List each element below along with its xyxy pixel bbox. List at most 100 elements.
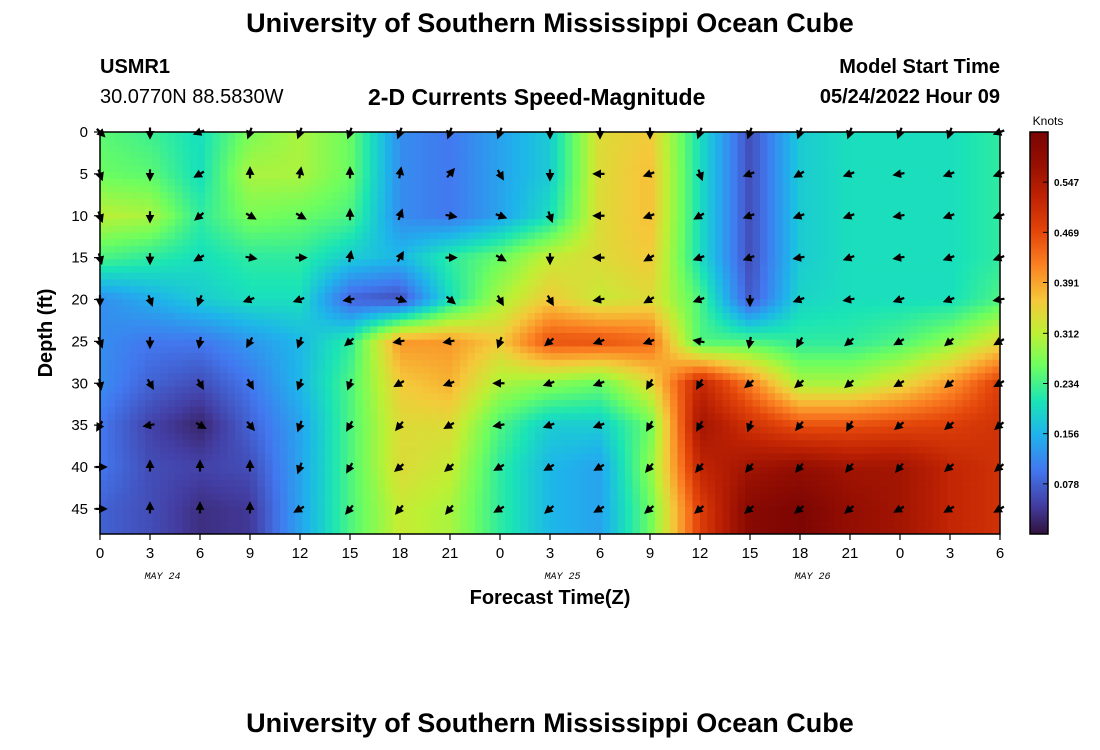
heatmap-cell <box>917 319 926 327</box>
heatmap-cell <box>805 138 814 146</box>
heatmap-cell <box>535 312 544 321</box>
heatmap-cell <box>407 353 416 361</box>
heatmap-cell <box>235 286 244 294</box>
heatmap-cell <box>955 205 964 213</box>
heatmap-cell <box>895 386 904 394</box>
heatmap-cell <box>167 312 176 321</box>
heatmap-cell <box>362 272 371 280</box>
heatmap-cell <box>317 225 326 234</box>
heatmap-cell <box>812 172 821 180</box>
heatmap-cell <box>205 306 214 314</box>
heatmap-cell <box>362 212 371 220</box>
heatmap-cell <box>557 212 566 220</box>
heatmap-cell <box>340 373 349 381</box>
heatmap-cell <box>512 400 521 408</box>
heatmap-cell <box>370 406 379 414</box>
heatmap-cell <box>662 172 671 180</box>
heatmap-cell <box>632 326 641 334</box>
heatmap-cell <box>115 225 124 234</box>
heatmap-cell <box>640 292 649 301</box>
heatmap-cell <box>587 219 596 227</box>
heatmap-cell <box>220 199 229 207</box>
heatmap-cell <box>580 346 589 354</box>
heatmap-cell <box>850 333 859 341</box>
heatmap-cell <box>115 393 124 401</box>
heatmap-cell <box>977 359 986 368</box>
heatmap-cell <box>295 205 304 213</box>
heatmap-cell <box>655 400 664 408</box>
heatmap-cell <box>610 406 619 414</box>
heatmap-cell <box>370 319 379 327</box>
heatmap-cell <box>602 212 611 220</box>
heatmap-cell <box>977 178 986 187</box>
heatmap-cell <box>340 319 349 327</box>
heatmap-cell <box>167 386 176 394</box>
heatmap-cell <box>167 185 176 193</box>
heatmap-cell <box>430 205 439 213</box>
heatmap-cell <box>580 132 589 140</box>
heatmap-cell <box>902 386 911 394</box>
heatmap-cell <box>302 386 311 394</box>
heatmap-cell <box>505 379 514 388</box>
heatmap-cell <box>145 366 154 374</box>
heatmap-cell <box>872 185 881 193</box>
heatmap-cell <box>985 353 994 361</box>
heatmap-cell <box>205 165 214 173</box>
heatmap-cell <box>625 266 634 274</box>
heatmap-cell <box>257 319 266 327</box>
heatmap-cell <box>205 219 214 227</box>
heatmap-cell <box>250 178 259 187</box>
heatmap-cell <box>872 259 881 267</box>
heatmap-cell <box>152 212 161 220</box>
heatmap-cell <box>827 219 836 227</box>
heatmap-cell <box>377 152 386 160</box>
heatmap-cell <box>895 185 904 193</box>
heatmap-cell <box>512 212 521 220</box>
heatmap-cell <box>242 138 251 146</box>
heatmap-cell <box>355 205 364 213</box>
heatmap-cell <box>767 172 776 180</box>
heatmap-cell <box>107 406 116 414</box>
heatmap-cell <box>310 353 319 361</box>
heatmap-cell <box>212 333 221 341</box>
heatmap-cell <box>287 239 296 247</box>
heatmap-cell <box>677 165 686 173</box>
heatmap-cell <box>812 239 821 247</box>
heatmap-cell <box>647 259 656 267</box>
heatmap-cell <box>842 333 851 341</box>
heatmap-cell <box>227 219 236 227</box>
heatmap-cell <box>827 266 836 274</box>
heatmap-cell <box>100 138 109 146</box>
heatmap-cell <box>160 333 169 341</box>
heatmap-cell <box>137 132 146 140</box>
heatmap-cell <box>745 346 754 354</box>
heatmap-cell <box>182 319 191 327</box>
heatmap-cell <box>602 252 611 260</box>
heatmap-cell <box>415 158 424 167</box>
heatmap-cell <box>745 400 754 408</box>
heatmap-cell <box>505 205 514 213</box>
heatmap-cell <box>542 346 551 354</box>
heatmap-cell <box>340 212 349 220</box>
heatmap-cell <box>287 312 296 321</box>
heatmap-cell <box>932 138 941 146</box>
heatmap-cell <box>467 192 476 200</box>
heatmap-cell <box>347 353 356 361</box>
heatmap-cell <box>647 165 656 173</box>
heatmap-cell <box>737 205 746 213</box>
heatmap-cell <box>182 259 191 267</box>
heatmap-cell <box>557 379 566 388</box>
heatmap-cell <box>452 406 461 414</box>
heatmap-cell <box>280 232 289 240</box>
heatmap-cell <box>587 152 596 160</box>
heatmap-cell <box>295 185 304 193</box>
heatmap-cell <box>287 319 296 327</box>
heatmap-cell <box>280 185 289 193</box>
heatmap-cell <box>730 259 739 267</box>
heatmap-cell <box>422 312 431 321</box>
heatmap-cell <box>272 219 281 227</box>
heatmap-cell <box>467 138 476 146</box>
heatmap-cell <box>602 286 611 294</box>
heatmap-cell <box>790 312 799 321</box>
heatmap-cell <box>722 373 731 381</box>
